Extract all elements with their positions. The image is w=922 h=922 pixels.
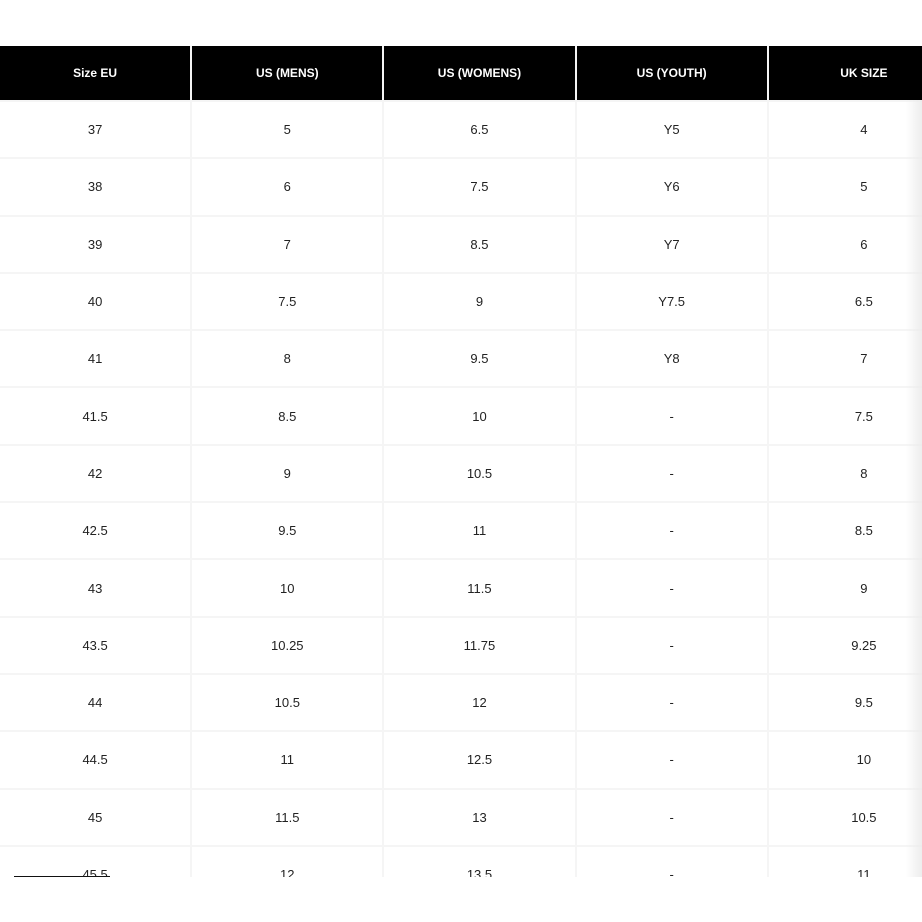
table-cell: 7 — [768, 331, 922, 387]
table-cell: 13 — [384, 789, 575, 845]
table-cell: Y7 — [576, 216, 767, 272]
table-cell: 4 — [768, 102, 922, 158]
column-header: US (MENS) — [192, 46, 383, 100]
table-cell: 12.5 — [384, 732, 575, 788]
table-cell: 42.5 — [0, 503, 191, 559]
table-cell: - — [576, 617, 767, 673]
table-cell: 10 — [384, 388, 575, 444]
table-row: 39 7 8.5 Y7 6 — [0, 216, 922, 272]
table-cell: 11.5 — [384, 560, 575, 616]
table-cell: 11.5 — [192, 789, 383, 845]
underline-decoration — [14, 876, 110, 877]
table-cell: 5 — [192, 102, 383, 158]
table-row: 41 8 9.5 Y8 7 — [0, 331, 922, 387]
table-cell: 9.5 — [192, 503, 383, 559]
table-cell: 12 — [192, 846, 383, 877]
table-cell: 41.5 — [0, 388, 191, 444]
column-header: Size EU — [0, 46, 191, 100]
table-cell: 10.5 — [384, 445, 575, 502]
table-cell: - — [576, 674, 767, 731]
table-cell: 39 — [0, 216, 191, 272]
table-cell: Y5 — [576, 102, 767, 158]
table-cell: 6 — [768, 216, 922, 272]
table-cell: 10 — [768, 732, 922, 788]
table-row: 43 10 11.5-9 — [0, 560, 922, 616]
table-row: 43.5 10.25 11.75-9.25 — [0, 617, 922, 673]
table-cell: 11 — [384, 503, 575, 559]
table-cell: 11 — [192, 732, 383, 788]
table-cell: 13.5 — [384, 846, 575, 877]
table-cell: 7.5 — [384, 159, 575, 215]
table-cell: 9.5 — [384, 331, 575, 387]
table-cell: 6.5 — [768, 273, 922, 330]
table-row: 42 9 10.5-8 — [0, 445, 922, 502]
table-row: 45 11.5 13-10.5 — [0, 789, 922, 845]
table-cell: - — [576, 445, 767, 502]
table-cell: - — [576, 789, 767, 845]
table-cell: - — [576, 388, 767, 444]
size-chart-table-container: Size EU US (MENS) US (WOMENS) US (YOUTH) UK … — [0, 46, 922, 877]
table-cell: 7.5 — [768, 388, 922, 444]
size-chart-table: Size EU US (MENS) US (WOMENS) US (YOUTH) UK … — [0, 46, 922, 877]
table-cell: 43 — [0, 560, 191, 616]
table-row: 44.5 11 12.5-10 — [0, 732, 922, 788]
table-cell: 44.5 — [0, 732, 191, 788]
table-cell: 10.5 — [768, 789, 922, 845]
column-header: US (WOMENS) — [384, 46, 575, 100]
table-cell: 7.5 — [192, 273, 383, 330]
table-cell: 42 — [0, 445, 191, 502]
table-cell: - — [576, 846, 767, 877]
table-cell: 8.5 — [384, 216, 575, 272]
table-cell: 5 — [768, 159, 922, 215]
table-cell: 8.5 — [768, 503, 922, 559]
table-cell: 10.25 — [192, 617, 383, 673]
table-cell: 9 — [768, 560, 922, 616]
header-row: Size EU US (MENS) US (WOMENS) US (YOUTH) UK … — [0, 46, 922, 100]
table-row: 45.5 12 13.5-11 — [0, 846, 922, 877]
table-row: 42.5 9.5 11-8.5 — [0, 503, 922, 559]
table-cell: Y7.5 — [576, 273, 767, 330]
table-row: 41.5 8.5 10-7.5 — [0, 388, 922, 444]
table-cell: 6 — [192, 159, 383, 215]
table-cell: 6.5 — [384, 102, 575, 158]
table-cell: 45.5 — [0, 846, 191, 877]
table-cell: 8.5 — [192, 388, 383, 444]
table-cell: 11 — [768, 846, 922, 877]
table-cell: - — [576, 503, 767, 559]
column-header: US (YOUTH) — [576, 46, 767, 100]
table-cell: - — [576, 732, 767, 788]
table-cell: 9 — [384, 273, 575, 330]
table-cell: Y8 — [576, 331, 767, 387]
table-cell: - — [576, 560, 767, 616]
table-cell: 45 — [0, 789, 191, 845]
table-cell: 9.25 — [768, 617, 922, 673]
table-cell: 7 — [192, 216, 383, 272]
table-cell: 12 — [384, 674, 575, 731]
table-cell: 11.75 — [384, 617, 575, 673]
table-cell: 41 — [0, 331, 191, 387]
table-cell: 8 — [768, 445, 922, 502]
table-cell: 40 — [0, 273, 191, 330]
column-header: UK SIZE — [768, 46, 922, 100]
table-cell: 43.5 — [0, 617, 191, 673]
table-cell: Y6 — [576, 159, 767, 215]
table-row: 44 10.5 12-9.5 — [0, 674, 922, 731]
table-cell: 9.5 — [768, 674, 922, 731]
table-cell: 38 — [0, 159, 191, 215]
table-row: 40 7.5 9 Y7.5 6.5 — [0, 273, 922, 330]
table-cell: 8 — [192, 331, 383, 387]
table-cell: 37 — [0, 102, 191, 158]
table-cell: 10 — [192, 560, 383, 616]
table-row: 38 6 7.5 Y6 5 — [0, 159, 922, 215]
table-cell: 10.5 — [192, 674, 383, 731]
table-cell: 9 — [192, 445, 383, 502]
table-row: 37 5 6.5 Y5 4 — [0, 102, 922, 158]
table-cell: 44 — [0, 674, 191, 731]
